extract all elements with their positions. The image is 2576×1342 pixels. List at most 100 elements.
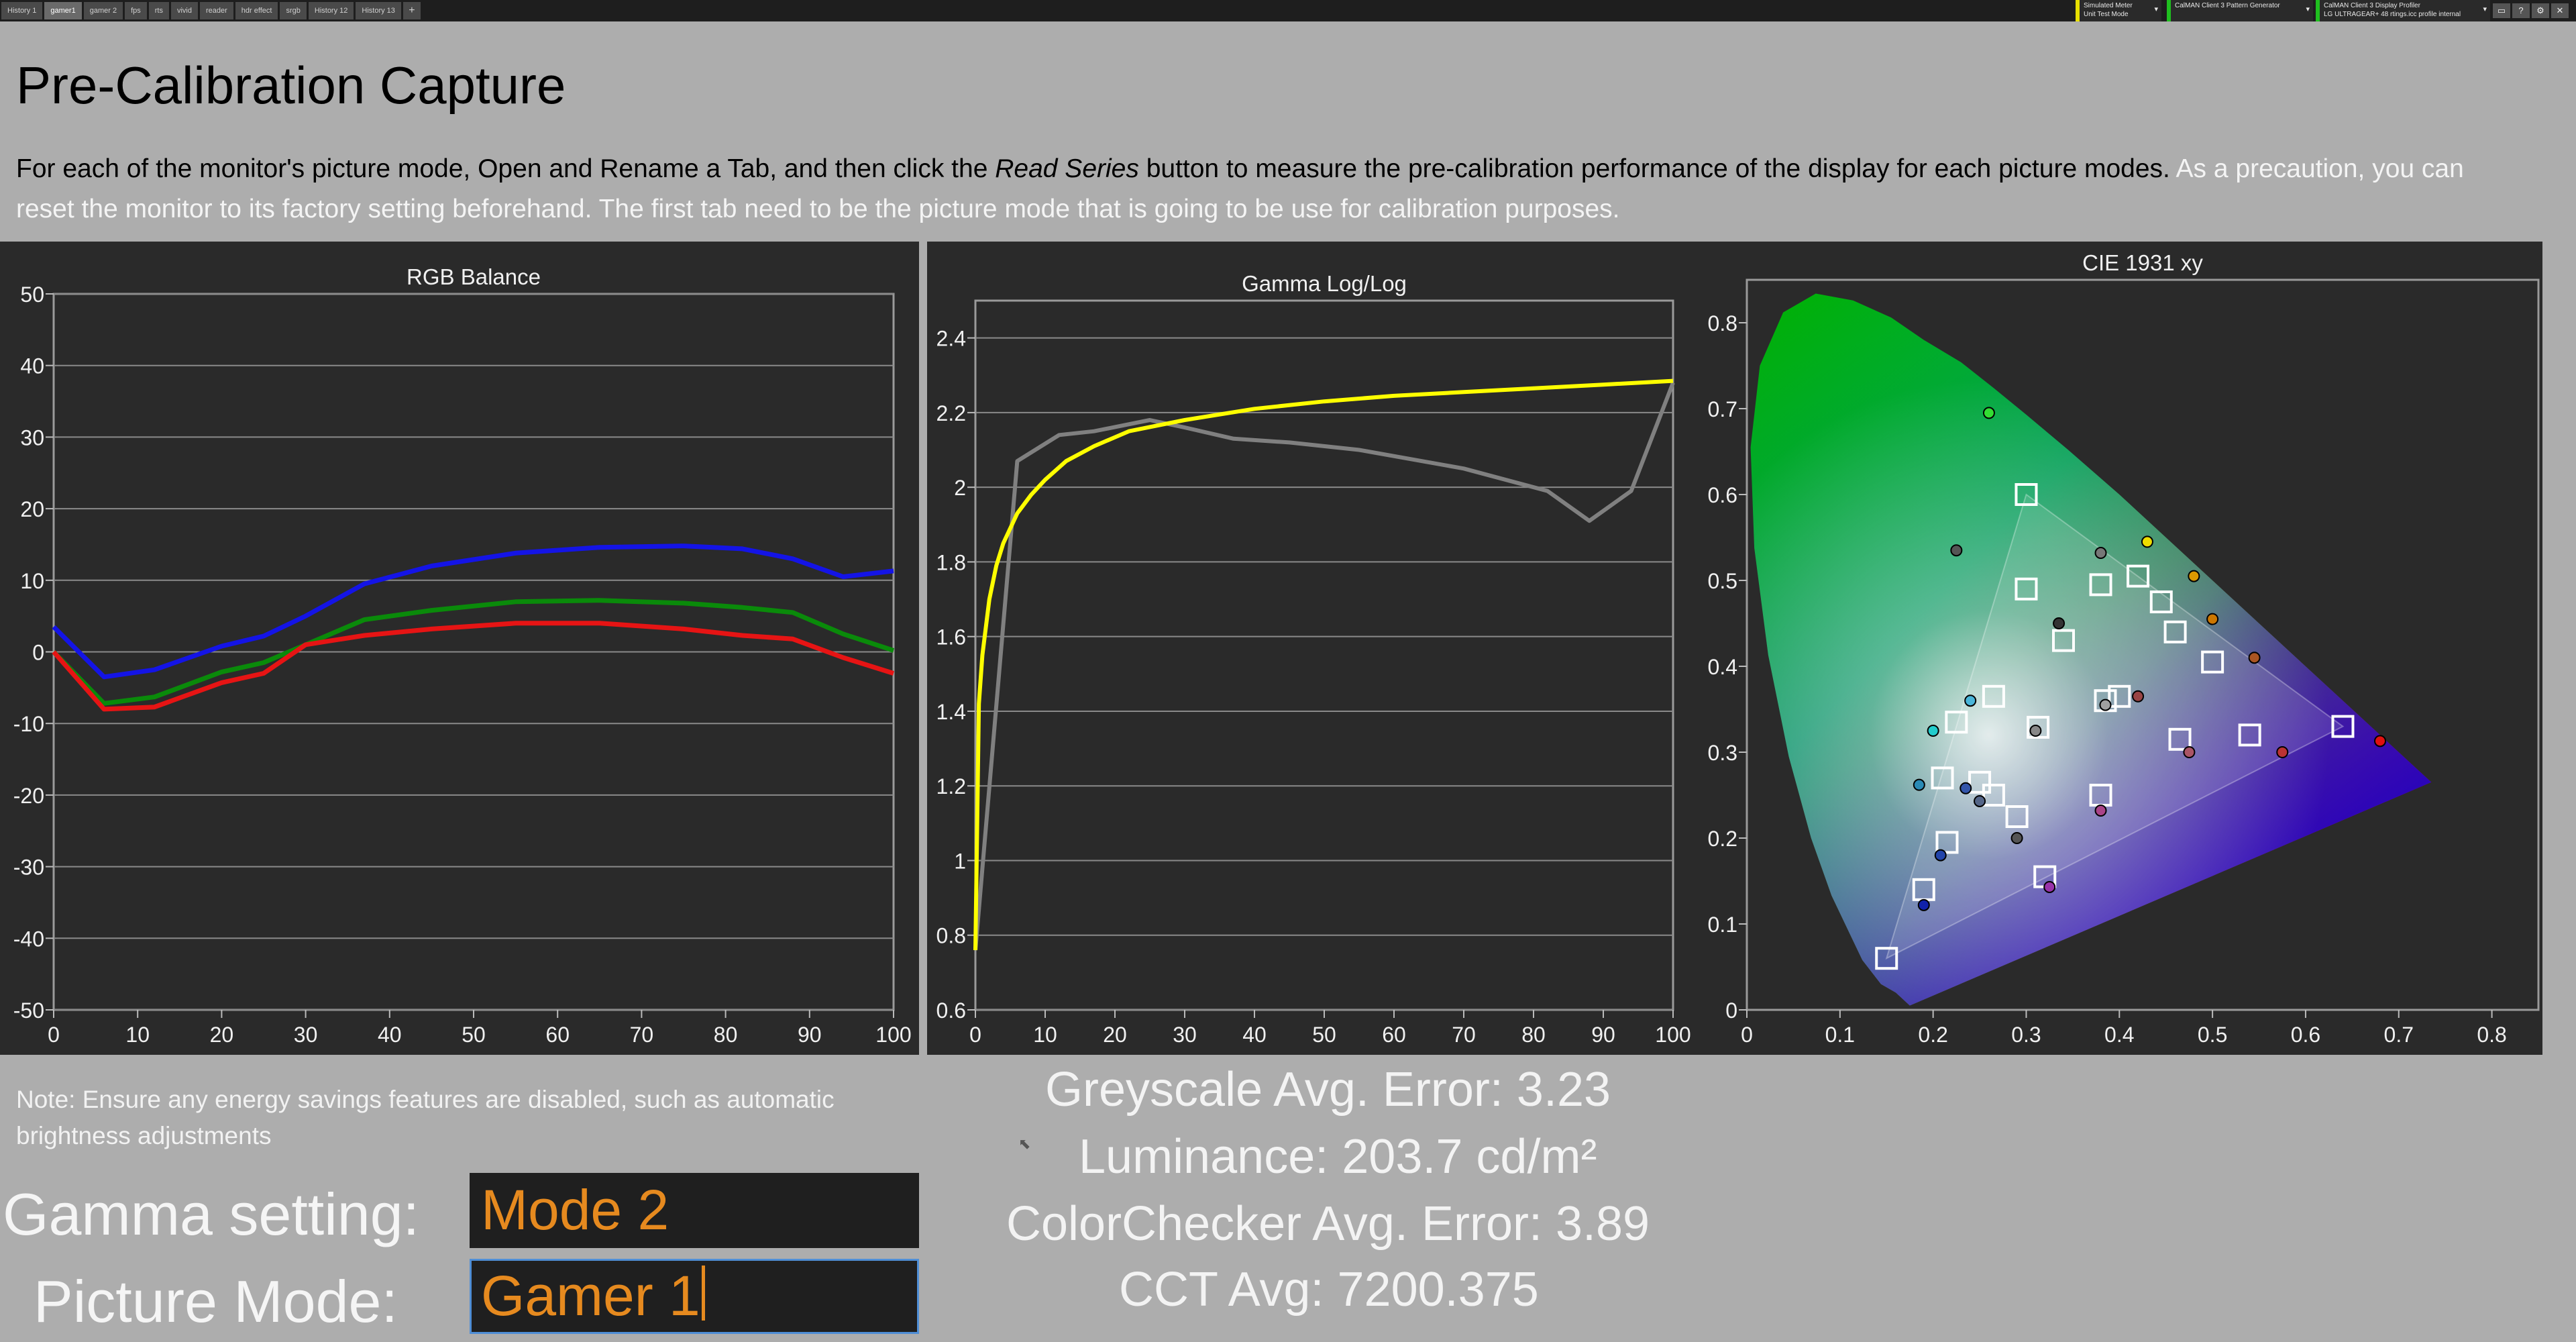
gamma-setting-field[interactable]: Mode 2 [470, 1173, 919, 1248]
picture-mode-value: Gamer 1 [481, 1264, 700, 1327]
target-square [2089, 573, 2112, 597]
tick-label-y: 1.6 [936, 625, 966, 650]
tab-srgb[interactable]: srgb [280, 2, 307, 19]
device-status-stripe [2316, 0, 2320, 21]
read-series-emphasis: Read Series [995, 154, 1139, 183]
tick-label-x: 0 [1741, 1023, 1753, 1047]
chart-title: Gamma Log/Log [1242, 271, 1407, 296]
tick-label-x: 20 [1103, 1023, 1127, 1047]
tick-label-y: -30 [13, 856, 44, 880]
tick-label-x: 60 [545, 1023, 570, 1047]
measured-point [1974, 794, 1986, 807]
target-square [2052, 629, 2075, 652]
target-square [2238, 723, 2261, 747]
chevron-down-icon: ▾ [2306, 5, 2310, 13]
device-meter[interactable]: Simulated Meter Unit Test Mode ▾ [2076, 0, 2161, 21]
tab-gamer1[interactable]: gamer1 [44, 2, 82, 19]
tick-label-y: 40 [20, 354, 44, 378]
instructions-part-1: For each of the monitor's picture mode, … [16, 154, 996, 183]
tick-label-y: -50 [13, 998, 44, 1023]
target-square [2149, 590, 2173, 613]
tick-label-x: 100 [1655, 1023, 1690, 1047]
mouse-pointer-icon: ⬉ [1018, 1135, 1031, 1152]
tick-label-y: 1.4 [936, 700, 966, 724]
measured-point [2043, 880, 2056, 893]
gamma-setting-value: Mode 2 [481, 1178, 669, 1241]
tab-fps[interactable]: fps [125, 2, 147, 19]
tick-label-y: 30 [20, 425, 44, 450]
help-button[interactable]: ? [2512, 3, 2530, 18]
device-pattern-generator[interactable]: CalMAN Client 3 Pattern Generator ▾ [2167, 0, 2313, 21]
device-status-stripe [2076, 0, 2080, 21]
tab-gamer-2[interactable]: gamer 2 [83, 2, 123, 19]
tick-label-y: 0.2 [1708, 827, 1737, 851]
chart-title: RGB Balance [407, 264, 541, 289]
target-square [1982, 784, 2005, 807]
tab-vivid[interactable]: vivid [170, 2, 198, 19]
target-gamut-triangle [1885, 493, 2345, 960]
target-square [2201, 650, 2224, 674]
close-icon[interactable]: ✕ [2551, 3, 2569, 18]
device-meter-line1: Simulated Meter [2084, 2, 2133, 9]
greyscale-avg-error: Greyscale Avg. Error: 3.23 [1045, 1063, 1611, 1117]
device-display-profiler[interactable]: CalMAN Client 3 Display Profiler LG ULTR… [2316, 0, 2490, 21]
target-square [2331, 715, 2355, 738]
luminance-readout: Luminance: 203.7 cd/m² [1079, 1130, 1597, 1184]
gear-icon[interactable]: ⚙ [2532, 3, 2549, 18]
tick-label-y: 1.2 [936, 774, 966, 798]
tick-label-x: 80 [714, 1023, 738, 1047]
tab-history-12[interactable]: History 12 [308, 2, 354, 19]
tick-label-y: 0.4 [1708, 655, 1737, 679]
tick-label-y: 2.2 [936, 401, 966, 425]
tick-label-x: 0.5 [2198, 1023, 2227, 1047]
chart-title: CIE 1931 xy [2082, 250, 2203, 275]
tick-label-y: 1 [954, 849, 966, 873]
tick-label-y: 0.8 [1708, 311, 1737, 336]
measured-point [2276, 746, 2289, 758]
tick-label-x: 30 [294, 1023, 318, 1047]
tab-history-13[interactable]: History 13 [356, 2, 401, 19]
tick-label-x: 0 [969, 1023, 981, 1047]
cie-panel: CIE 1931 xy 0 0.1 0.2 0.3 0.4 0.5 0.6 0.7 0.8 0 0.1… [1699, 242, 2542, 1055]
tick-label-y: 0 [32, 641, 44, 665]
measured-point [2094, 805, 2107, 817]
measured-point [2094, 547, 2107, 560]
target-square [1945, 711, 1968, 734]
tab-history-1[interactable]: History 1 [1, 2, 43, 19]
tick-label-y: 0.5 [1708, 569, 1737, 593]
picture-mode-label: Picture Mode: [34, 1268, 398, 1335]
tab-hdr-effect[interactable]: hdr effect [235, 2, 278, 19]
tick-label-x: 100 [875, 1023, 911, 1047]
chevron-down-icon: ▾ [2483, 5, 2487, 13]
device-generator-line1: CalMAN Client 3 Pattern Generator [2175, 2, 2280, 9]
tab-rts[interactable]: rts [148, 2, 169, 19]
restore-window-button[interactable]: ▭ [2493, 3, 2510, 18]
tick-label-y: 0 [1725, 998, 1737, 1023]
tab-reader[interactable]: reader [200, 2, 233, 19]
measured-point [2206, 613, 2219, 625]
target-square [2163, 620, 2187, 643]
measured-point [2374, 735, 2386, 747]
tick-label-x: 10 [125, 1023, 150, 1047]
measured-point [2029, 725, 2042, 737]
series-line-0 [52, 544, 894, 680]
tick-label-x: 0.4 [2104, 1023, 2134, 1047]
tick-label-y: 1.8 [936, 550, 966, 574]
tick-label-x: 50 [462, 1023, 486, 1047]
chevron-down-icon: ▾ [2154, 5, 2158, 13]
plot-area [974, 299, 1674, 1011]
picture-mode-field[interactable]: Gamer 1 [470, 1259, 919, 1334]
tick-label-x: 50 [1312, 1023, 1336, 1047]
add-tab-button[interactable]: + [402, 2, 421, 19]
measured-point [1913, 778, 1925, 791]
device-profiler-line2: LG ULTRAGEAR+ 48 rtings.icc profile inte… [2324, 11, 2461, 18]
tick-label-x: 90 [798, 1023, 822, 1047]
target-square [2168, 727, 2192, 751]
measured-point [1982, 407, 1995, 419]
session-tabs: History 1 gamer1 gamer 2 fps rts vivid reader h… [1, 2, 421, 19]
tick-label-y: -20 [13, 784, 44, 808]
measured-point [1964, 694, 1977, 707]
top-toolbar: History 1 gamer1 gamer 2 fps rts vivid reader h… [0, 0, 2576, 21]
tick-label-x: 80 [1521, 1023, 1546, 1047]
tick-label-x: 60 [1382, 1023, 1406, 1047]
